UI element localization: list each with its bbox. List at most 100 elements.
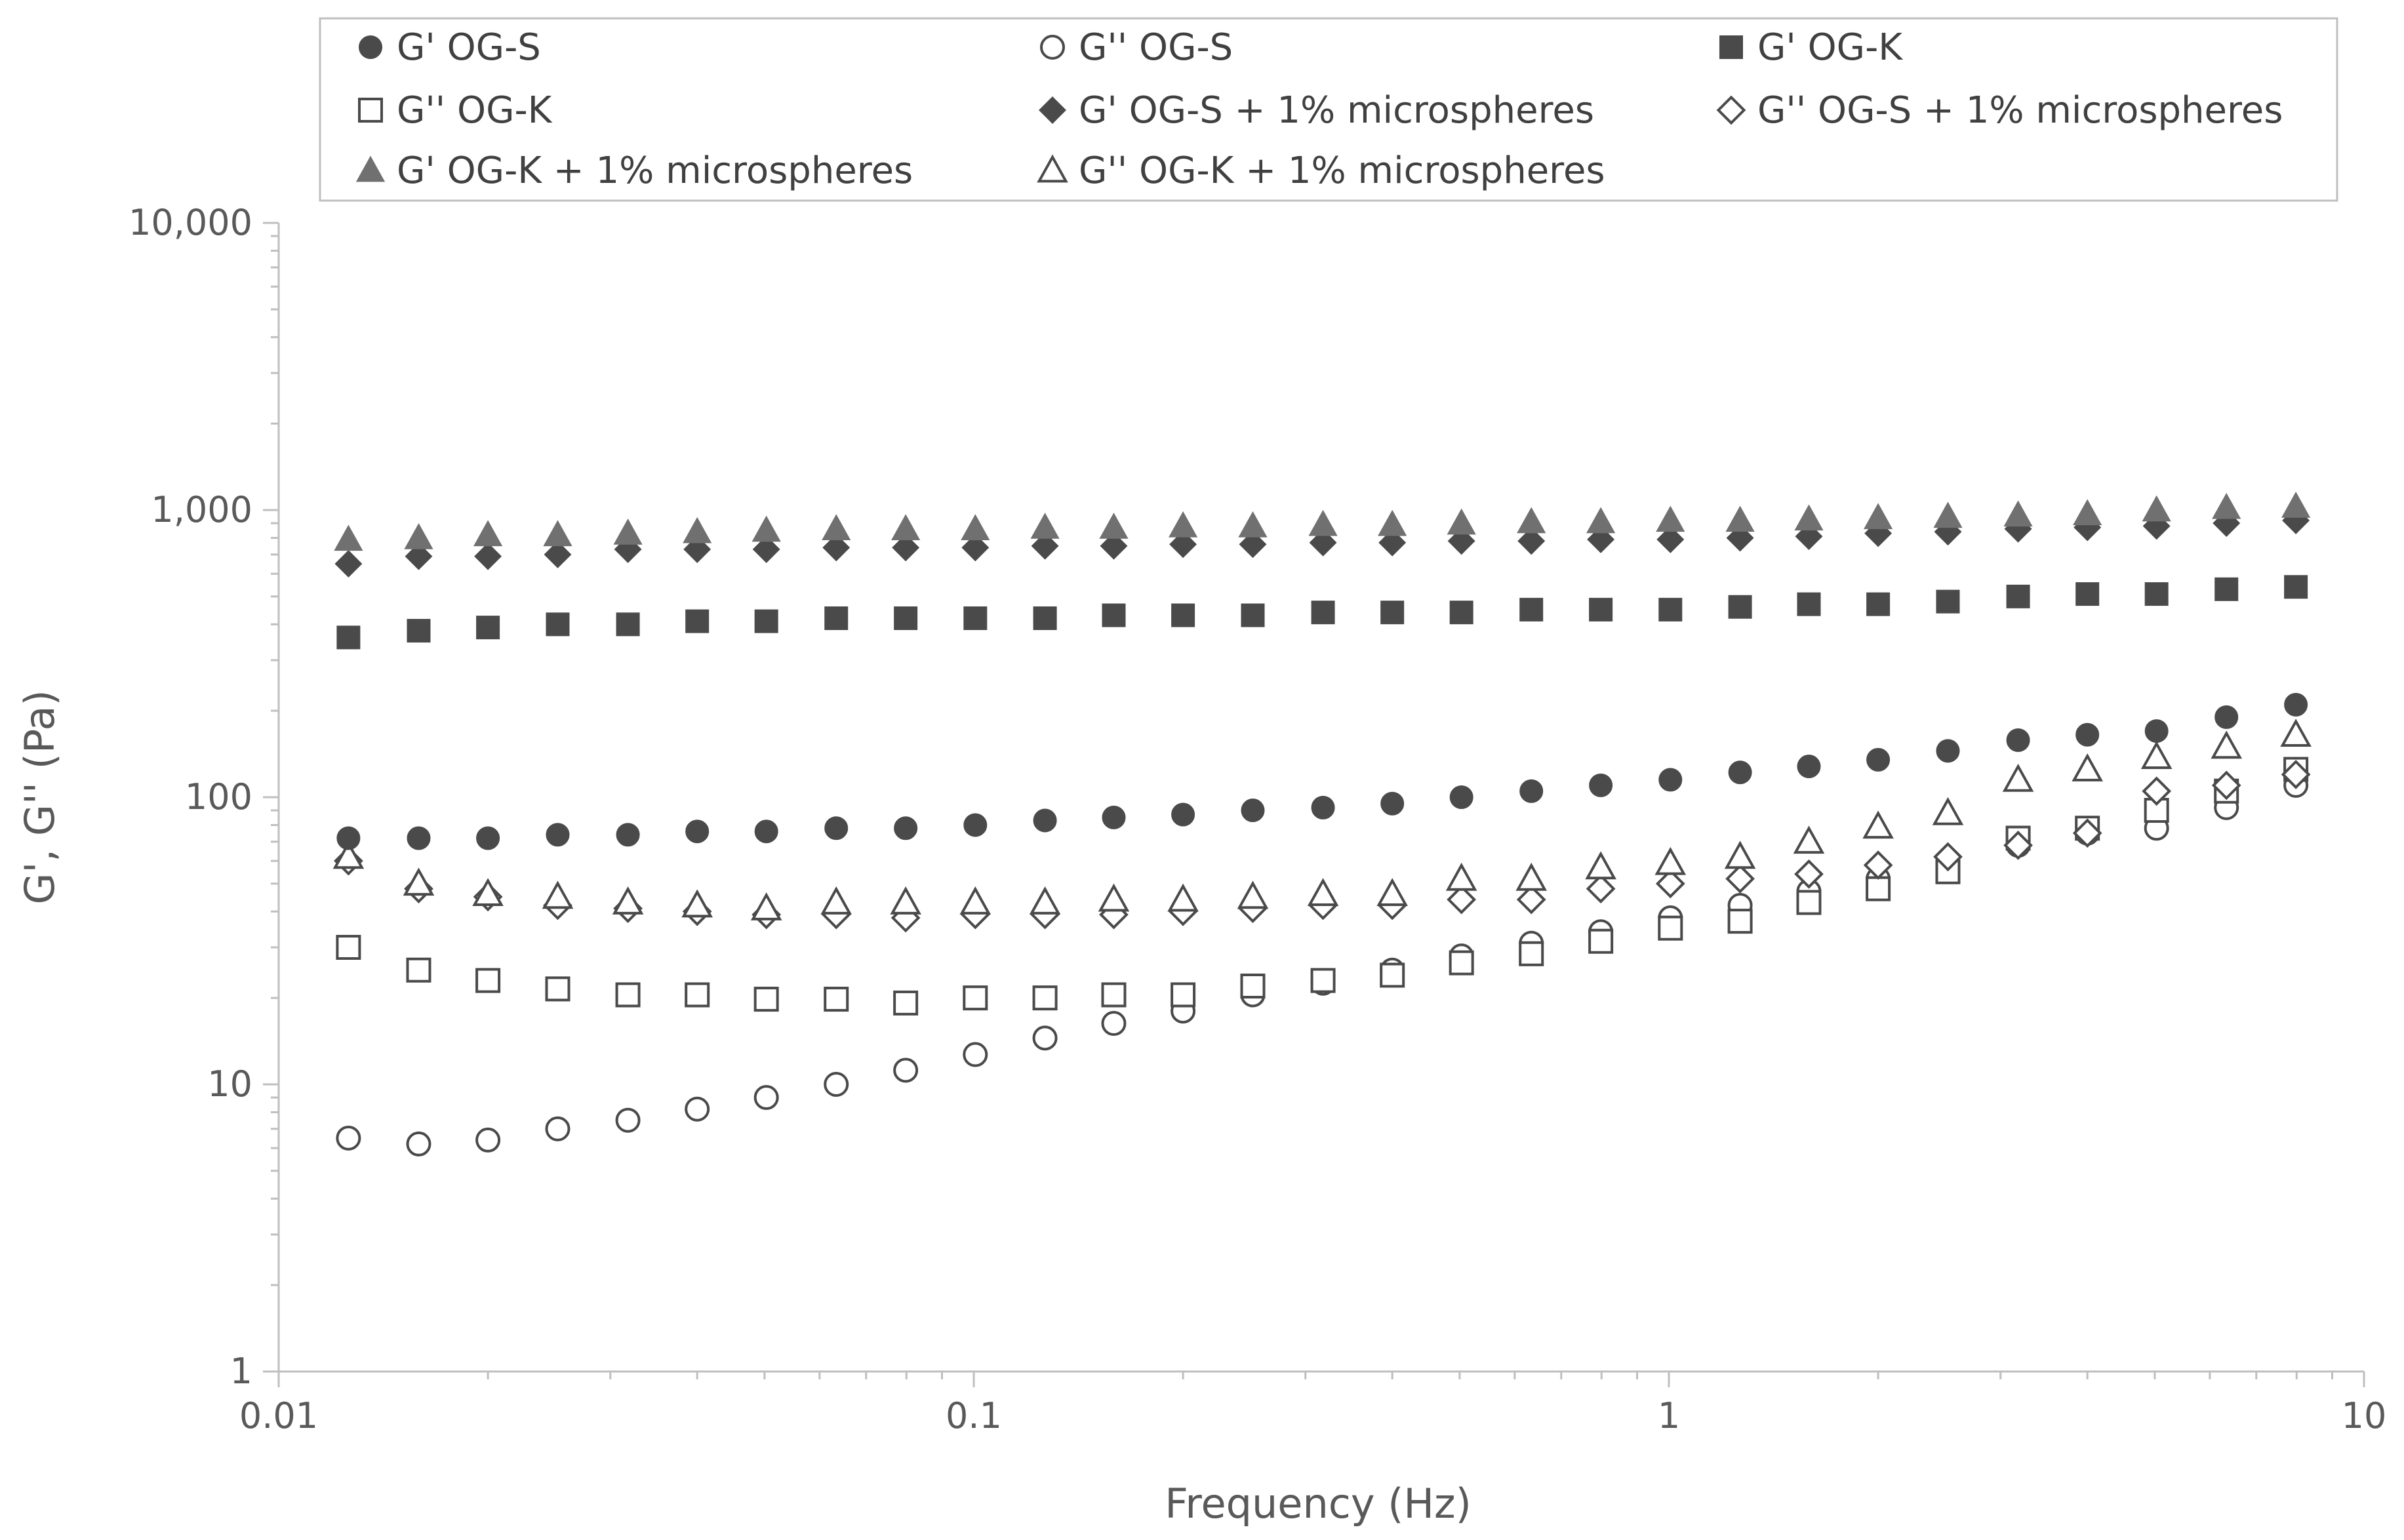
data-point <box>822 514 851 541</box>
data-point <box>1932 797 1964 825</box>
data-point <box>1797 592 1821 616</box>
data-point <box>336 826 361 850</box>
data-point <box>1380 601 1405 625</box>
data-point <box>754 819 778 844</box>
data-point <box>1656 525 1685 553</box>
data-point <box>963 813 988 837</box>
data-point <box>2280 719 2312 747</box>
data-point <box>1658 768 1683 792</box>
data-point <box>1588 928 1614 954</box>
data-point <box>893 990 919 1016</box>
x-tick-label: 0.1 <box>946 1395 1002 1436</box>
data-point <box>1866 876 1891 901</box>
data-point <box>1589 773 1613 797</box>
data-point <box>472 878 504 907</box>
data-point <box>2144 719 2169 743</box>
data-point <box>1725 864 1755 894</box>
data-point <box>1030 513 1060 539</box>
data-point <box>1936 589 1960 614</box>
data-point <box>475 968 501 993</box>
data-point <box>1866 747 1891 772</box>
data-point <box>893 1057 919 1083</box>
data-point <box>2284 692 2308 717</box>
data-point <box>1447 884 1477 915</box>
data-point <box>963 985 988 1011</box>
data-point <box>1380 962 1405 988</box>
data-point <box>545 976 571 1002</box>
data-point <box>545 1116 571 1141</box>
data-point <box>961 514 990 541</box>
data-point <box>613 518 643 545</box>
data-point <box>2281 491 2311 518</box>
data-point <box>2002 763 2034 792</box>
data-point <box>334 524 363 551</box>
data-point <box>406 957 431 983</box>
legend-label: G'' OG-K + 1% microspheres <box>1079 149 1605 192</box>
legend-marker <box>1719 35 1743 59</box>
data-marks <box>332 491 2312 1156</box>
data-point <box>1380 791 1405 816</box>
data-point <box>2144 582 2169 606</box>
data-point <box>1031 532 1059 560</box>
data-point <box>1936 739 1960 763</box>
data-point <box>405 542 433 570</box>
data-point <box>1310 968 1336 993</box>
data-point <box>616 612 640 637</box>
data-point <box>336 935 361 960</box>
data-point <box>1169 530 1197 559</box>
y-tick-label: 10 <box>207 1063 252 1105</box>
data-point <box>2003 830 2033 860</box>
legend-label: G'' OG-S <box>1079 26 1233 69</box>
legend-marker <box>359 35 382 59</box>
data-point <box>1102 603 1126 627</box>
data-point <box>406 1131 431 1156</box>
data-point <box>1168 511 1198 538</box>
data-point <box>753 987 779 1012</box>
data-point <box>612 886 644 915</box>
data-point <box>2006 584 2030 608</box>
data-point <box>1308 509 1338 536</box>
data-point <box>963 1042 988 1067</box>
legend-label: G' OG-K + 1% microspheres <box>397 149 913 192</box>
data-point <box>1445 862 1477 891</box>
data-point <box>1171 982 1196 1008</box>
data-point <box>1863 850 1893 880</box>
data-point <box>1933 842 1963 872</box>
data-point <box>1863 503 1893 530</box>
data-point <box>1033 606 1057 631</box>
legend-label: G' OG-S <box>397 26 541 69</box>
data-point <box>2140 741 2173 770</box>
data-point <box>2142 495 2171 522</box>
data-point <box>1586 507 1616 534</box>
data-point <box>1515 862 1548 891</box>
data-point <box>1585 851 1616 880</box>
data-point <box>891 514 921 541</box>
data-point <box>1449 950 1474 976</box>
data-point <box>1728 760 1752 785</box>
x-tick-label: 10 <box>2342 1395 2387 1436</box>
data-point <box>615 982 641 1008</box>
data-point <box>473 520 503 547</box>
data-point <box>2214 577 2239 601</box>
data-point <box>336 1125 361 1151</box>
legend-entry: G' OG-K + 1% microspheres <box>355 149 913 192</box>
data-point <box>1171 603 1195 627</box>
data-point <box>1519 941 1544 966</box>
legend-box <box>319 17 2338 202</box>
data-point <box>1658 597 1683 622</box>
data-point <box>753 1085 779 1111</box>
data-point <box>1032 1025 1058 1051</box>
data-point <box>2003 500 2033 527</box>
legend-entry: G' OG-S <box>359 26 541 69</box>
data-point <box>1311 601 1335 625</box>
data-point <box>546 612 570 637</box>
data-point <box>2075 722 2100 747</box>
data-point <box>616 823 640 847</box>
data-point <box>332 840 365 869</box>
data-point <box>2284 575 2308 599</box>
legend-label: G' OG-K <box>1757 26 1903 69</box>
data-point <box>963 606 988 631</box>
legend-label: G' OG-S + 1% microspheres <box>1079 89 1594 132</box>
data-point <box>1447 527 1475 555</box>
